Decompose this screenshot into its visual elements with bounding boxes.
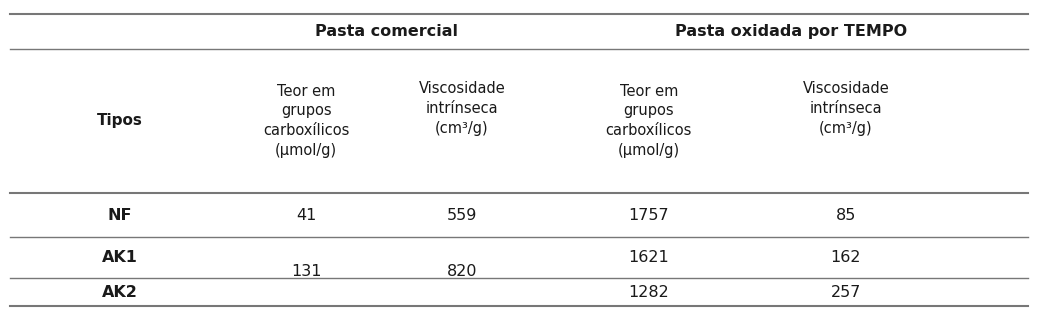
Text: Viscosidade
intrínseca
(cm³/g): Viscosidade intrínseca (cm³/g): [802, 81, 890, 136]
Text: 41: 41: [296, 208, 317, 223]
Text: 1621: 1621: [628, 250, 670, 265]
Text: 131: 131: [291, 264, 322, 279]
Text: 85: 85: [836, 208, 856, 223]
Text: 1282: 1282: [628, 284, 670, 300]
Text: AK2: AK2: [102, 284, 137, 300]
Text: NF: NF: [107, 208, 132, 223]
Text: 559: 559: [446, 208, 477, 223]
Text: Viscosidade
intrínseca
(cm³/g): Viscosidade intrínseca (cm³/g): [418, 81, 506, 136]
Text: Tipos: Tipos: [97, 113, 142, 128]
Text: Teor em
grupos
carboxílicos
(μmol/g): Teor em grupos carboxílicos (μmol/g): [605, 84, 692, 158]
Text: Pasta oxidada por TEMPO: Pasta oxidada por TEMPO: [676, 24, 907, 39]
Text: Pasta comercial: Pasta comercial: [316, 24, 458, 39]
Text: 257: 257: [830, 284, 862, 300]
Text: Teor em
grupos
carboxílicos
(μmol/g): Teor em grupos carboxílicos (μmol/g): [263, 84, 350, 158]
Text: 820: 820: [446, 264, 477, 279]
Text: 1757: 1757: [628, 208, 670, 223]
Text: 162: 162: [830, 250, 862, 265]
Text: AK1: AK1: [102, 250, 137, 265]
